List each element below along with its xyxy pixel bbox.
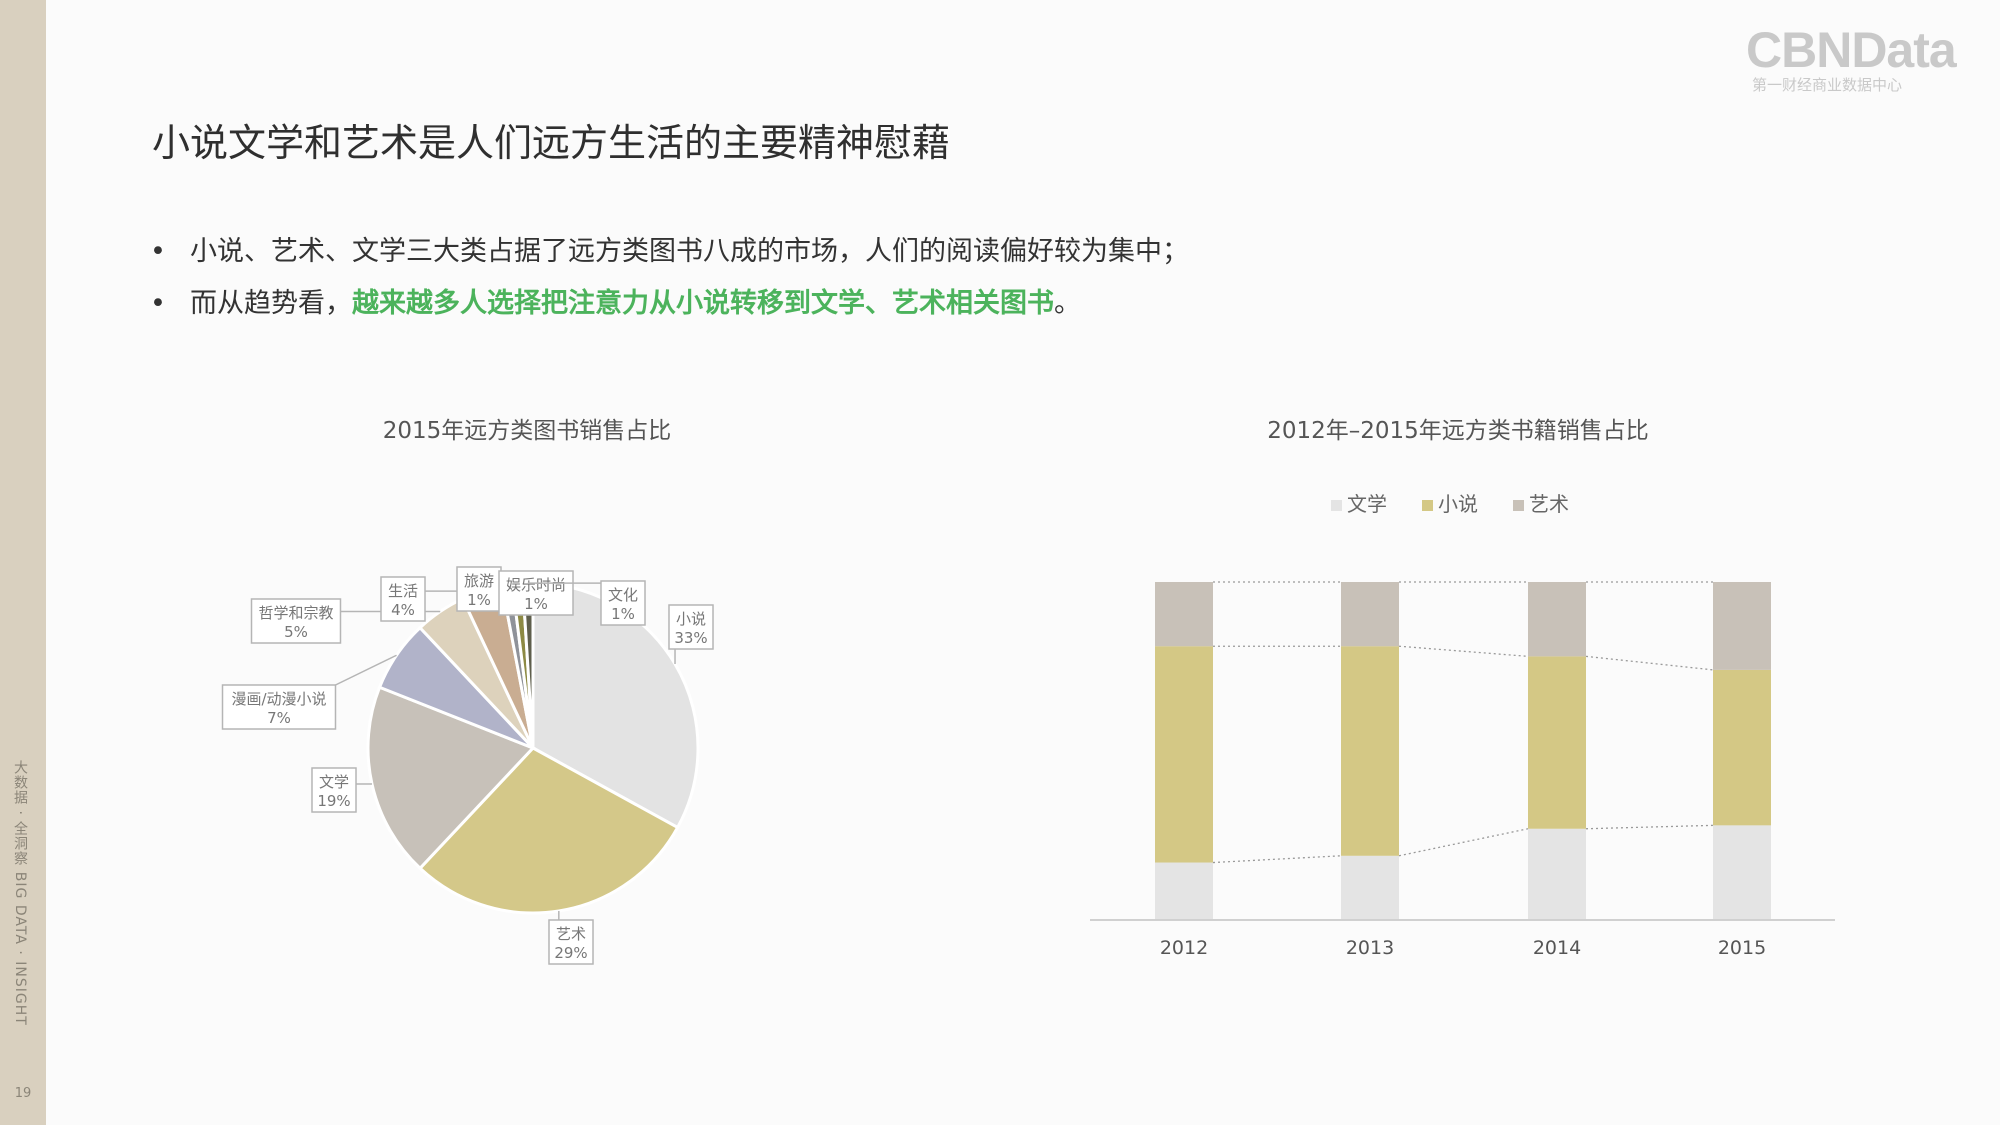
legend-swatch [1513, 500, 1524, 511]
bullet-list: • 小说、艺术、文学三大类占据了远方类图书八成的市场，人们的阅读偏好较为集中； •… [150, 230, 1189, 334]
bullet-suffix: 。 [1054, 288, 1081, 319]
page-title: 小说文学和艺术是人们远方生活的主要精神慰藉 [152, 121, 951, 165]
bar-segment-2013-3 [1341, 582, 1399, 647]
bullet-highlight: 越来越多人选择把注意力从小说转移到文学、艺术相关图书 [352, 288, 1054, 319]
pie-label-value: 33% [674, 629, 707, 647]
logo-sub-text: 第一财经商业数据中心 [1752, 76, 1903, 94]
pie-label-box [311, 767, 357, 813]
pie-label-value: 29% [554, 944, 587, 962]
bullet-dot: • [150, 288, 166, 319]
pie-label-name: 文化 [608, 586, 638, 604]
bar-segment-2015-1 [1713, 825, 1771, 920]
bullet-dot: • [150, 236, 166, 267]
pie-chart-title: 2015年远方类图书销售占比 [383, 418, 672, 444]
bar-segment-2015-2 [1713, 669, 1771, 826]
bar-segment-2012-3 [1155, 582, 1213, 647]
pie-label-box [668, 604, 714, 650]
bar-segment-2015-3 [1713, 582, 1771, 670]
pie-label-name: 生活 [388, 582, 418, 600]
x-tick-label: 2014 [1533, 937, 1581, 959]
cbndata-logo: CBNData 第一财经商业数据中心 [1746, 22, 1957, 95]
sidebar-text: 大数据 · 全洞察 BIG DATA · INSIGHT [12, 760, 28, 1026]
bar-connector-line [1398, 828, 1529, 857]
bar-segment-2013-2 [1341, 646, 1399, 856]
pie-label-name: 小说 [676, 610, 706, 628]
logo-main-text: CBNData [1746, 22, 1957, 78]
bar-connectors [1212, 581, 1714, 864]
page-number: 19 [14, 1086, 32, 1101]
pie-label-box [456, 566, 502, 612]
pie-label-value: 1% [467, 591, 491, 609]
bar-segment-2012-2 [1155, 646, 1213, 863]
x-tick-label: 2013 [1346, 937, 1394, 959]
stacked-bar-chart: 2012年–2015年远方类书籍销售占比 文学 小说 艺术 2012 2013 2014… [1090, 418, 1835, 959]
x-tick-label: 2015 [1718, 937, 1766, 959]
legend-swatch [1422, 500, 1433, 511]
bar-segment-2014-1 [1528, 828, 1586, 920]
pie-label-value: 5% [284, 623, 308, 641]
bar-segment-2014-3 [1528, 582, 1586, 657]
bar-legend: 文学 小说 艺术 [1331, 492, 1569, 516]
pie-label-name: 旅游 [464, 572, 494, 590]
bar-segment-2014-2 [1528, 656, 1586, 829]
pie-label-box [380, 576, 426, 622]
legend-swatch [1331, 500, 1342, 511]
pie-label-value: 1% [524, 595, 548, 613]
pie-label-name: 娱乐时尚 [506, 576, 566, 594]
pie-label-value: 1% [611, 605, 635, 623]
bullet-item-1: • 小说、艺术、文学三大类占据了远方类图书八成的市场，人们的阅读偏好较为集中； [150, 230, 1189, 282]
bar-connector-line [1585, 824, 1714, 830]
bullet-prefix: 而从趋势看， [190, 288, 352, 319]
bar-connector-line [1398, 645, 1529, 658]
legend-label: 小说 [1438, 492, 1478, 516]
pie-label-name: 漫画/动漫小说 [231, 690, 326, 708]
bar-connector-line [1212, 855, 1342, 864]
bullet-text: 小说、艺术、文学三大类占据了远方类图书八成的市场，人们的阅读偏好较为集中； [190, 236, 1189, 267]
pie-label-name: 哲学和宗教 [258, 604, 333, 622]
pie-label-name: 文学 [319, 773, 349, 791]
pie-label-box [250, 598, 342, 644]
bar-segment-2012-1 [1155, 862, 1213, 920]
bar-connector-line [1585, 655, 1714, 671]
pie-label-box [221, 684, 337, 730]
pie-label-value: 7% [267, 709, 291, 727]
x-axis-labels: 2012 2013 2014 2015 [1160, 937, 1766, 959]
pie-slice-2 [417, 746, 680, 915]
pie-label-name: 艺术 [556, 925, 586, 943]
pie-labels: 小说33%艺术29%文学19%漫画/动漫小说7%哲学和宗教5%生活4%旅游1%娱… [221, 566, 714, 965]
pie-label-box [548, 919, 594, 965]
pie-label-value: 19% [317, 792, 350, 810]
pie-label-box [600, 580, 646, 626]
pie-slices [366, 581, 700, 915]
pie-label-value: 4% [391, 601, 415, 619]
bullet-item-2: • 而从趋势看，越来越多人选择把注意力从小说转移到文学、艺术相关图书。 [150, 282, 1189, 334]
bar-rects [1155, 582, 1771, 920]
pie-label-box [498, 570, 574, 616]
legend-label: 艺术 [1529, 492, 1569, 516]
bar-segment-2013-1 [1341, 855, 1399, 920]
sidebar: 大数据 · 全洞察 BIG DATA · INSIGHT 19 [0, 0, 46, 1125]
legend-label: 文学 [1347, 492, 1387, 516]
x-tick-label: 2012 [1160, 937, 1208, 959]
pie-leader-line [335, 654, 397, 686]
bar-chart-title: 2012年–2015年远方类书籍销售占比 [1267, 418, 1649, 444]
